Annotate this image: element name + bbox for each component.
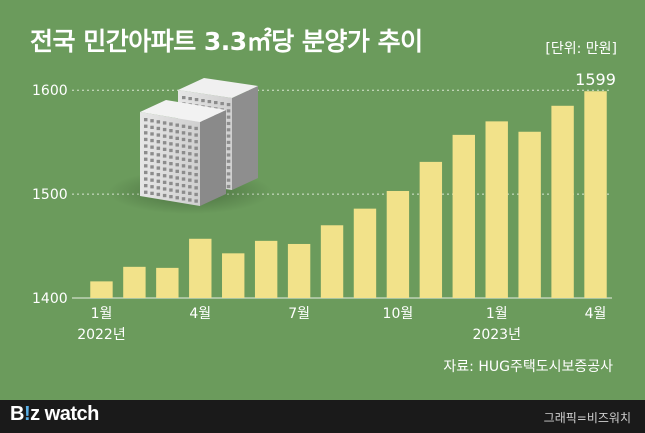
brand-z: z (30, 403, 40, 425)
data-labels: 1599 (575, 70, 616, 89)
x-axis: 1월 2022년 4월 7월 10월 1월 2023년 4월 (77, 306, 606, 343)
unit-label: [단위: 만원] (545, 41, 617, 57)
footer-bar: B!z watch 그래픽=비즈워치 (0, 400, 645, 433)
bar-chart: 1400 1500 1600 1599 1월 2022년 4월 7월 10월 1월 2023년 4… (32, 70, 616, 343)
source-note: 자료: HUG주택도시보증공사 (443, 359, 613, 375)
brand-logo: B!z watch (10, 403, 99, 426)
bars (90, 91, 607, 299)
x-tick-label: 4월 (189, 306, 211, 322)
bar-2023-04 (584, 91, 607, 298)
graphic-credit: 그래픽=비즈워치 (543, 411, 631, 425)
bar-2022-12 (452, 134, 475, 298)
bar-2022-10 (386, 190, 410, 298)
y-tick-label: 1500 (32, 187, 68, 203)
apartment-building-icon (108, 78, 272, 214)
x-tick-label: 10월 (383, 306, 414, 322)
x-tick-year: 2023년 (472, 327, 521, 343)
x-tick-label: 1월 (486, 306, 508, 322)
bar-2022-09 (353, 208, 377, 298)
bar-2022-11 (419, 161, 443, 298)
bar-2023-02 (518, 131, 541, 298)
bar-2022-06 (254, 240, 278, 298)
x-tick-label: 7월 (288, 306, 310, 322)
bar-2022-03 (156, 267, 179, 298)
data-label: 1599 (575, 70, 616, 89)
bar-2022-08 (320, 225, 344, 298)
brand-suffix: watch (39, 403, 100, 425)
chart-title: 전국 민간아파트 3.3㎡당 분양가 추이 (30, 27, 423, 56)
x-tick-year: 2022년 (77, 327, 126, 343)
brand-bang: ! (23, 403, 31, 425)
y-tick-label: 1400 (32, 291, 68, 307)
y-tick-label: 1600 (32, 83, 68, 99)
x-tick-label: 1월 (91, 306, 113, 322)
bar-2023-01 (485, 121, 508, 299)
bar-2023-03 (551, 105, 574, 298)
bar-2022-07 (287, 243, 311, 298)
bar-2022-04 (189, 238, 212, 298)
bar-2022-02 (123, 266, 146, 298)
brand-prefix: B (10, 403, 24, 425)
bar-2022-05 (222, 253, 245, 298)
bar-2022-01 (90, 281, 113, 298)
x-tick-label: 4월 (585, 306, 607, 322)
